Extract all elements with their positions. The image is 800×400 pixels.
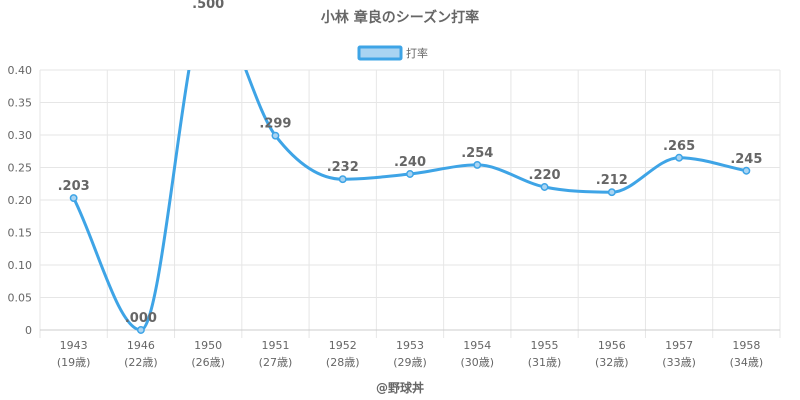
data-label: .232 bbox=[327, 160, 359, 175]
data-label: .212 bbox=[596, 173, 628, 188]
legend-label: 打率 bbox=[406, 46, 428, 60]
data-label: .000 bbox=[125, 311, 157, 326]
x-tick-age-label: (27歳) bbox=[259, 356, 293, 369]
y-tick-label: 0.05 bbox=[8, 292, 33, 305]
x-tick-label: 1957 bbox=[665, 339, 693, 352]
x-tick-age-label: (31歳) bbox=[528, 356, 562, 369]
data-point[interactable] bbox=[540, 183, 549, 191]
x-tick-age-label: (28歳) bbox=[326, 356, 360, 369]
y-tick-label: 0.40 bbox=[8, 64, 33, 77]
x-tick-label: 1954 bbox=[463, 339, 491, 352]
plot-area: .203 .000 .500 .299 .232 .240 .254 .220 .212 .265… bbox=[58, 0, 762, 334]
x-tick-age-label: (32歳) bbox=[595, 356, 629, 369]
data-point[interactable] bbox=[271, 131, 280, 140]
x-tick-label: 1950 bbox=[194, 339, 222, 352]
x-tick-age-label: (33歳) bbox=[662, 356, 696, 369]
data-point[interactable] bbox=[675, 153, 684, 162]
x-tick-label: 1952 bbox=[329, 339, 357, 352]
legend-swatch bbox=[357, 45, 403, 61]
data-label: .220 bbox=[529, 168, 561, 183]
data-label: .245 bbox=[730, 152, 762, 167]
data-label: .240 bbox=[394, 155, 426, 170]
y-tick-label: 0.20 bbox=[8, 194, 33, 207]
x-tick-label: 1951 bbox=[261, 339, 289, 352]
x-tick-age-label: (34歳) bbox=[730, 356, 764, 369]
data-point[interactable] bbox=[136, 326, 145, 334]
data-point[interactable] bbox=[338, 175, 347, 184]
x-tick-age-label: (29歳) bbox=[393, 356, 427, 369]
y-tick-label: 0.25 bbox=[8, 162, 33, 175]
y-tick-label: 0.15 bbox=[8, 227, 33, 240]
y-tick-label: 0.30 bbox=[8, 129, 33, 142]
x-tick-label: 1956 bbox=[598, 339, 626, 352]
credit-label: @野球丼 bbox=[376, 380, 424, 395]
x-tick-age-label: (30歳) bbox=[460, 356, 494, 369]
x-tick-label: 1946 bbox=[127, 339, 155, 352]
data-label: .254 bbox=[461, 146, 493, 161]
data-label: .203 bbox=[58, 179, 90, 194]
data-point[interactable] bbox=[406, 170, 414, 178]
data-point[interactable] bbox=[742, 166, 751, 175]
data-point[interactable] bbox=[473, 160, 482, 169]
x-tick-age-label: (26歳) bbox=[191, 356, 225, 369]
chart-title: 小林 章良のシーズン打率 bbox=[321, 9, 479, 26]
x-tick-label: 1943 bbox=[60, 339, 88, 352]
data-label: .265 bbox=[663, 139, 695, 154]
legend[interactable]: 打率 bbox=[357, 45, 428, 61]
y-tick-label: 0 bbox=[25, 324, 32, 337]
y-tick-label: 0.35 bbox=[8, 97, 33, 110]
x-tick-age-label: (19歳) bbox=[57, 356, 91, 369]
x-tick-label: 1953 bbox=[396, 339, 424, 352]
x-tick-age-label: (22歳) bbox=[124, 356, 158, 369]
y-tick-label: 0.10 bbox=[8, 259, 33, 272]
data-point[interactable] bbox=[607, 188, 616, 197]
data-label: .500 bbox=[192, 0, 224, 12]
data-label: .299 bbox=[259, 117, 291, 132]
x-tick-label: 1958 bbox=[732, 339, 760, 352]
data-point[interactable] bbox=[69, 194, 78, 203]
x-tick-label: 1955 bbox=[531, 339, 559, 352]
